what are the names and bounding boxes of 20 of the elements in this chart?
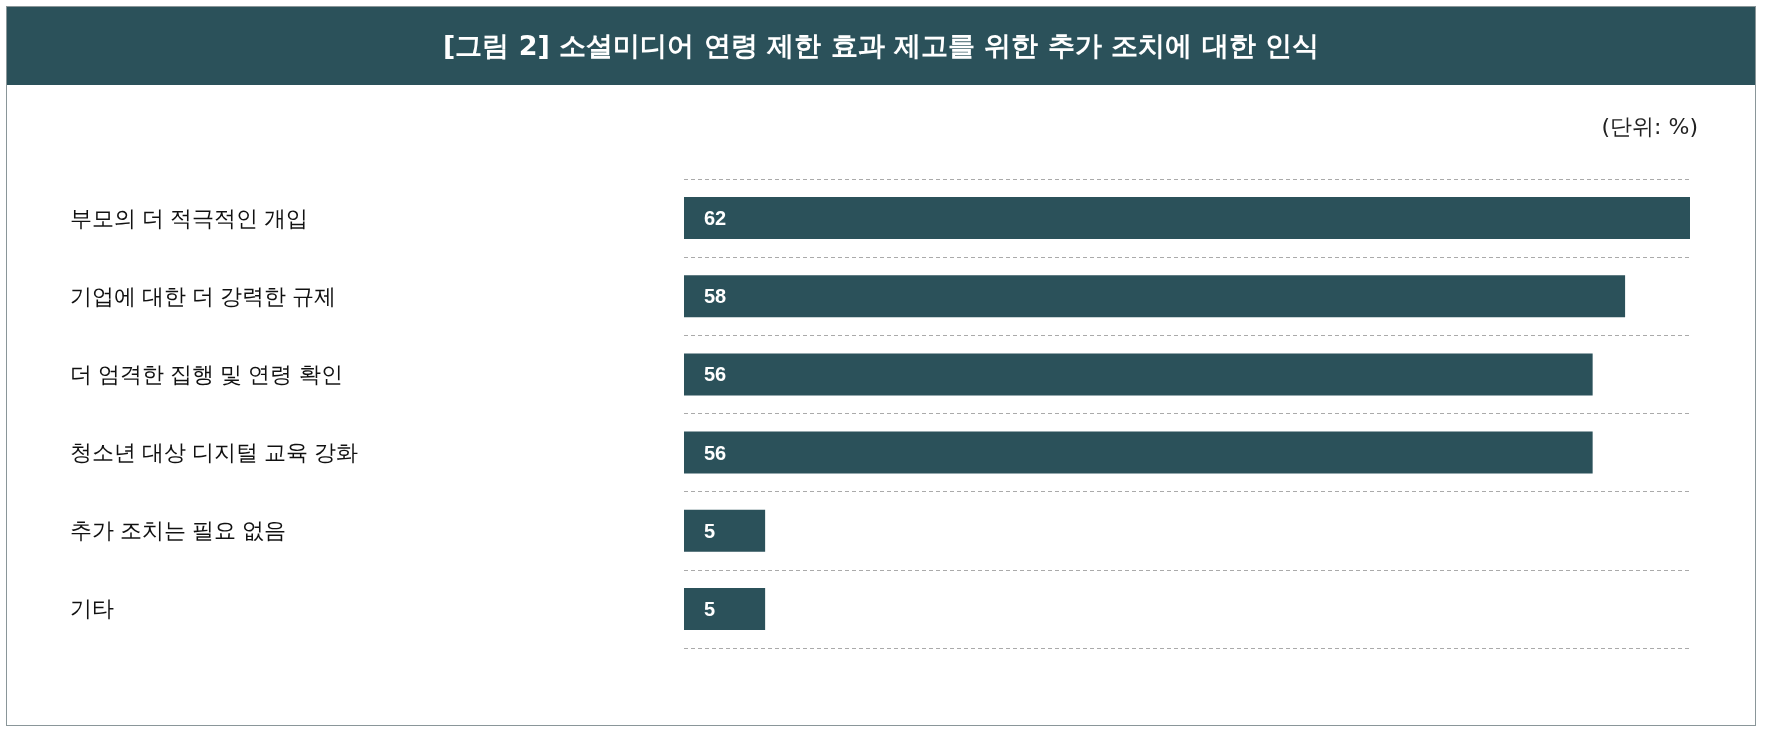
y-tick-label: 기업에 대한 더 강력한 규제 (70, 283, 337, 309)
y-tick-label: 기타 (70, 596, 114, 622)
text: (단위: %) (1601, 113, 1698, 141)
y-tick-label: 부모의 더 적극적인 개입 (70, 205, 309, 231)
chart-title: [그림 2] 소셜미디어 연령 제한 효과 제고를 위한 추가 조치에 대한 인식 (7, 7, 1755, 85)
bar (684, 509, 766, 552)
bar (684, 587, 766, 630)
data-label: 58 (704, 285, 727, 308)
bar (684, 275, 1626, 318)
y-tick-label: 추가 조치는 필요 없음 (70, 518, 287, 544)
data-label: 5 (704, 597, 716, 620)
y-tick-label: 더 엄격한 집행 및 연령 확인 (70, 361, 343, 387)
bar (684, 353, 1593, 396)
data-label: 56 (704, 363, 727, 386)
data-label: 56 (704, 441, 727, 464)
y-tick-label: 청소년 대상 디지털 교육 강화 (70, 440, 359, 466)
bar (684, 197, 1690, 240)
data-label: 5 (704, 519, 716, 542)
bar (684, 431, 1593, 474)
data-label: 62 (704, 207, 727, 230)
